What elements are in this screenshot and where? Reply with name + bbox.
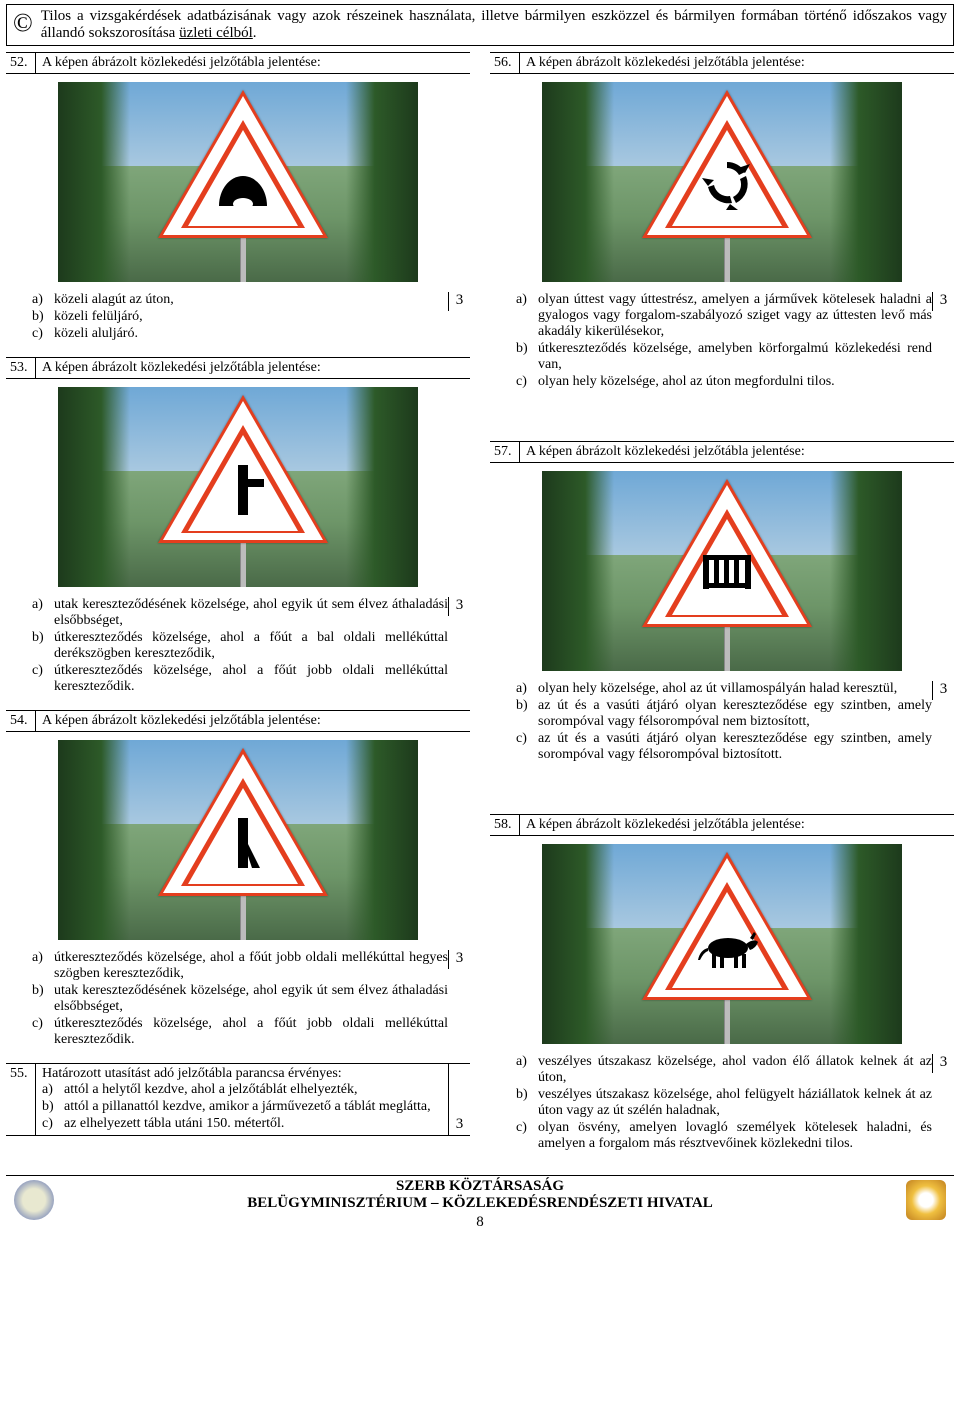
- answer-57a: olyan hely közelsége, ahol az út villamo…: [538, 681, 932, 697]
- question-text: A képen ábrázolt közlekedési jelzőtábla …: [36, 711, 470, 731]
- answer-57c: az út és a vasúti átjáró olyan keresztez…: [538, 731, 932, 763]
- sign-56: [490, 82, 954, 282]
- answer-56a: olyan úttest vagy úttestrész, amelyen a …: [538, 292, 932, 340]
- question-text: A képen ábrázolt közlekedési jelzőtábla …: [520, 815, 954, 835]
- question-number: 55.: [6, 1064, 36, 1135]
- header-text-post: .: [253, 25, 257, 41]
- footer: SZERB KÖZTÁRSASÁG BELÜGYMINISZTÉRIUM – K…: [6, 1175, 954, 1231]
- right-column: 56. A képen ábrázolt közlekedési jelzőtá…: [490, 52, 954, 1167]
- score: 3: [448, 597, 470, 616]
- sign-54: [6, 740, 470, 940]
- header-banner: © Tilos a vizsgakérdések adatbázisának v…: [6, 4, 954, 46]
- question-number: 57.: [490, 442, 520, 462]
- answers-52: a)közeli alagút az úton, b)közeli felülj…: [6, 292, 470, 343]
- question-55-title: Határozott utasítást adó jelzőtábla para…: [42, 1066, 442, 1082]
- page: © Tilos a vizsgakérdések adatbázisának v…: [0, 0, 960, 1235]
- rail-gate-icon: [642, 545, 812, 593]
- answers-53: a)utak kereszteződésének közelsége, ahol…: [6, 597, 470, 696]
- answer-53b: útkereszteződés közelsége, ahol a főút a…: [54, 630, 448, 662]
- answer-58c: olyan ösvény, amelyen lovagló személyek …: [538, 1120, 932, 1152]
- header-text: Tilos a vizsgakérdések adatbázisának vag…: [41, 8, 947, 42]
- question-number: 53.: [6, 358, 36, 378]
- header-text-pre: Tilos a vizsgakérdések adatbázisának vag…: [41, 8, 947, 41]
- question-54-header: 54. A képen ábrázolt közlekedési jelzőtá…: [6, 710, 470, 732]
- answer-58a: veszélyes útszakasz közelsége, ahol vado…: [538, 1054, 932, 1086]
- answer-56b: útkereszteződés közelsége, amelyben körf…: [538, 341, 932, 373]
- columns: 52. A képen ábrázolt közlekedési jelzőtá…: [6, 52, 954, 1167]
- left-column: 52. A képen ábrázolt közlekedési jelzőtá…: [6, 52, 470, 1167]
- sign-53: [6, 387, 470, 587]
- answer-52a: közeli alagút az úton,: [54, 292, 448, 308]
- score: 3: [932, 292, 954, 311]
- score: 3: [932, 1054, 954, 1073]
- question-text: A képen ábrázolt közlekedési jelzőtábla …: [520, 442, 954, 462]
- answer-57b: az út és a vasúti átjáró olyan keresztez…: [538, 698, 932, 730]
- answer-56c: olyan hely közelsége, ahol az úton megfo…: [538, 374, 932, 390]
- question-52-header: 52. A képen ábrázolt közlekedési jelzőtá…: [6, 52, 470, 74]
- footer-badge-left-icon: [14, 1180, 54, 1220]
- score: 3: [932, 681, 954, 700]
- question-55: 55. Határozott utasítást adó jelzőtábla …: [6, 1063, 470, 1136]
- score: 3: [448, 1064, 470, 1135]
- question-text: A képen ábrázolt közlekedési jelzőtábla …: [520, 53, 954, 73]
- answer-55c: az elhelyezett tábla utáni 150. métertől…: [64, 1116, 442, 1132]
- roundabout-icon: [642, 156, 812, 210]
- side-road-right-icon: [158, 461, 328, 517]
- answer-54a: útkereszteződés közelsége, ahol a főút j…: [54, 950, 448, 982]
- question-text: A képen ábrázolt közlekedési jelzőtábla …: [36, 53, 470, 73]
- sign-58: [490, 844, 954, 1044]
- answer-52b: közeli felüljáró,: [54, 309, 448, 325]
- question-number: 54.: [6, 711, 36, 731]
- sign-52: [6, 82, 470, 282]
- answer-53c: útkereszteződés közelsége, ahol a főút j…: [54, 663, 448, 695]
- sign-57: [490, 471, 954, 671]
- footer-badge-right-icon: [906, 1180, 946, 1220]
- answer-55a: attól a helytől kezdve, ahol a jelzőtábl…: [64, 1082, 442, 1098]
- answer-54c: útkereszteződés közelsége, ahol a főút j…: [54, 1016, 448, 1048]
- question-number: 52.: [6, 53, 36, 73]
- answers-56: a)olyan úttest vagy úttestrész, amelyen …: [490, 292, 954, 391]
- question-number: 56.: [490, 53, 520, 73]
- answers-57: a)olyan hely közelsége, ahol az út villa…: [490, 681, 954, 764]
- question-56-header: 56. A képen ábrázolt közlekedési jelzőtá…: [490, 52, 954, 74]
- cow-icon: [642, 930, 812, 970]
- question-53-header: 53. A képen ábrázolt közlekedési jelzőtá…: [6, 357, 470, 379]
- question-57-header: 57. A képen ábrázolt közlekedési jelzőtá…: [490, 441, 954, 463]
- answers-54: a)útkereszteződés közelsége, ahol a főút…: [6, 950, 470, 1049]
- tunnel-icon: [158, 156, 328, 210]
- question-58-header: 58. A képen ábrázolt közlekedési jelzőtá…: [490, 814, 954, 836]
- question-number: 58.: [490, 815, 520, 835]
- answer-55b: attól a pillanattól kezdve, amikor a jár…: [64, 1099, 442, 1115]
- answer-54b: utak kereszteződésének közelsége, ahol e…: [54, 983, 448, 1015]
- answer-52c: közeli aluljáró.: [54, 326, 448, 342]
- header-text-underline: üzleti célból: [179, 25, 253, 41]
- question-text: A képen ábrázolt közlekedési jelzőtábla …: [36, 358, 470, 378]
- score: 3: [448, 292, 470, 311]
- answers-58: a)veszélyes útszakasz közelsége, ahol va…: [490, 1054, 954, 1153]
- score: 3: [448, 950, 470, 969]
- answer-58b: veszélyes útszakasz közelsége, ahol felü…: [538, 1087, 932, 1119]
- merge-right-icon: [158, 814, 328, 870]
- answer-53a: utak kereszteződésének közelsége, ahol e…: [54, 597, 448, 629]
- copyright-icon: ©: [13, 10, 33, 36]
